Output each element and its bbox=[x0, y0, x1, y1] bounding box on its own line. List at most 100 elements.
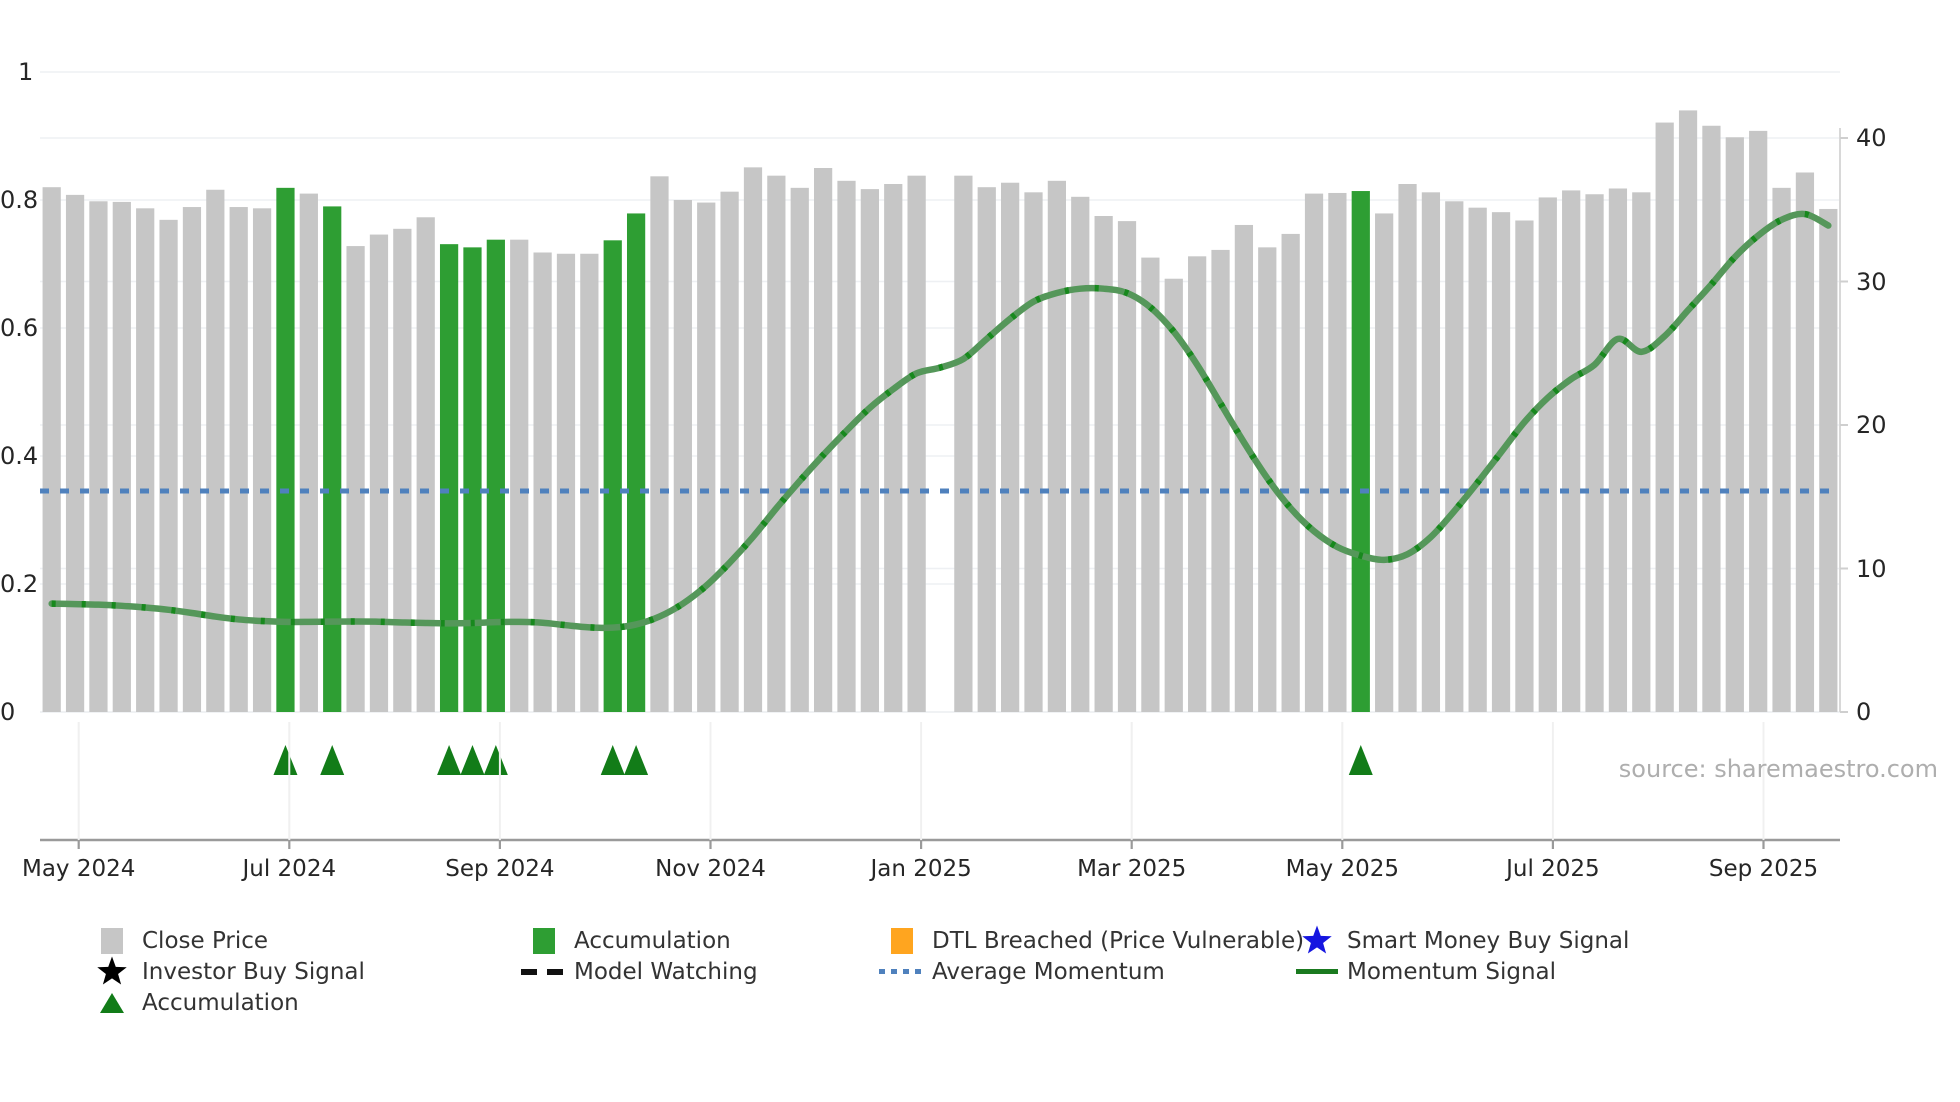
accumulation-bar bbox=[463, 247, 482, 713]
close-price-bar bbox=[1678, 110, 1698, 712]
close-price-bar bbox=[1608, 188, 1628, 713]
close-price-bar bbox=[650, 176, 669, 712]
right-axis-tick-label: 0 bbox=[1856, 698, 1872, 726]
legend-average-momentum[interactable]: Average Momentum bbox=[876, 956, 1165, 987]
dotted-line-icon bbox=[876, 956, 928, 987]
close-price-bar bbox=[1445, 201, 1464, 712]
legend-dtl-breached[interactable]: DTL Breached (Price Vulnerable) bbox=[876, 925, 1304, 956]
close-price-bar bbox=[1585, 194, 1604, 712]
legend-close-price[interactable]: Close Price bbox=[86, 925, 268, 956]
close-price-bar bbox=[1375, 213, 1394, 712]
triangle-up-icon bbox=[86, 987, 138, 1018]
close-price-bar bbox=[229, 207, 248, 713]
legend-row: Close Price Accumulation DTL Breached (Pri… bbox=[86, 925, 1936, 956]
legend-momentum-signal[interactable]: Momentum Signal bbox=[1291, 956, 1556, 987]
square-swatch-icon bbox=[891, 927, 913, 954]
close-price-bar bbox=[1632, 192, 1651, 712]
legend-row: Investor Buy Signal Model Watching Average… bbox=[86, 956, 1936, 987]
left-axis-tick-label: 0.2 bbox=[0, 570, 39, 598]
close-price-bar bbox=[89, 201, 108, 712]
close-price-bar bbox=[1749, 130, 1768, 712]
momentum-signal-base bbox=[52, 214, 1829, 628]
right-axis-tick-label: 30 bbox=[1856, 267, 1887, 296]
close-price-bar bbox=[346, 246, 365, 712]
legend-accumulation-marker-label: Accumulation bbox=[142, 989, 299, 1016]
chart-plot-area bbox=[40, 72, 1840, 712]
legend-smart-money-buy-signal[interactable]: Smart Money Buy Signal bbox=[1291, 925, 1629, 956]
x-axis-tick-label: Mar 2025 bbox=[1077, 856, 1187, 882]
close-price-bar bbox=[510, 239, 529, 712]
accumulation-triangle-marker bbox=[320, 745, 345, 775]
close-price-bar bbox=[65, 194, 85, 712]
close-price-bar bbox=[907, 175, 926, 712]
accumulation-triangle-markers bbox=[273, 745, 1373, 775]
close-price-bar bbox=[1702, 125, 1721, 712]
close-price-bar bbox=[1164, 278, 1183, 712]
momentum-signal-dashes bbox=[52, 214, 1829, 628]
close-price-bar bbox=[1491, 212, 1511, 712]
dashed-line-icon bbox=[521, 968, 567, 975]
close-price-bar bbox=[1538, 197, 1557, 712]
close-price-bar bbox=[1725, 137, 1744, 712]
accumulation-bar bbox=[323, 206, 342, 712]
close-price-bars bbox=[42, 110, 1838, 713]
legend-accumulation-bar[interactable]: Accumulation bbox=[518, 925, 731, 956]
solid-line-icon bbox=[1291, 956, 1343, 987]
close-price-bar bbox=[556, 253, 576, 712]
close-price-bar bbox=[977, 187, 996, 712]
close-price-bar bbox=[1515, 220, 1534, 713]
right-axis-spine bbox=[1839, 128, 1848, 713]
legend-accumulation-bar-label: Accumulation bbox=[574, 927, 731, 954]
legend-dtl-breached-label: DTL Breached (Price Vulnerable) bbox=[932, 927, 1305, 954]
accumulation-bar bbox=[276, 187, 295, 713]
right-axis-tick-label: 40 bbox=[1856, 124, 1887, 152]
close-price-bar bbox=[533, 252, 552, 713]
close-price-bar bbox=[790, 187, 809, 713]
close-price-bar bbox=[206, 189, 225, 712]
close-price-bar bbox=[1772, 187, 1791, 713]
star-icon bbox=[1302, 925, 1332, 954]
close-price-bar bbox=[1655, 122, 1674, 712]
accumulation-bar bbox=[1351, 191, 1370, 712]
left-axis-tick-label: 0 bbox=[0, 698, 16, 726]
close-price-bar bbox=[1117, 221, 1137, 712]
x-axis-tick-label: Jan 2025 bbox=[870, 856, 972, 882]
close-price-bar bbox=[299, 193, 318, 713]
legend-momentum-signal-label: Momentum Signal bbox=[1347, 958, 1557, 985]
triangle-up-icon bbox=[100, 992, 124, 1013]
close-price-bar bbox=[1468, 207, 1487, 712]
close-price-bar bbox=[159, 219, 178, 712]
close-price-bar bbox=[1094, 216, 1113, 712]
accumulation-triangle-marker bbox=[273, 745, 298, 775]
close-price-bar bbox=[837, 180, 856, 713]
x-axis-tick-label: May 2025 bbox=[1285, 856, 1399, 882]
accumulation-triangle-marker bbox=[437, 745, 462, 775]
close-price-bar bbox=[1819, 208, 1838, 712]
close-price-bar bbox=[720, 191, 739, 712]
close-price-bar bbox=[1141, 257, 1160, 712]
legend-investor-buy-signal[interactable]: Investor Buy Signal bbox=[86, 956, 365, 987]
accumulation-triangle-marker bbox=[460, 745, 485, 775]
close-price-bar bbox=[1281, 233, 1300, 713]
accumulation-bar bbox=[439, 244, 459, 712]
accumulation-triangle-marker bbox=[600, 745, 625, 775]
legend-model-watching[interactable]: Model Watching bbox=[518, 956, 758, 987]
legend-model-watching-label: Model Watching bbox=[574, 958, 758, 985]
accumulation-triangle-marker bbox=[624, 745, 649, 775]
close-price-bar bbox=[673, 200, 692, 712]
legend-smart-money-buy-signal-label: Smart Money Buy Signal bbox=[1347, 927, 1630, 954]
source-attribution: source: sharemaestro.com bbox=[1618, 755, 1938, 783]
accumulation-bar bbox=[626, 213, 646, 712]
x-axis-tick-label: May 2024 bbox=[21, 856, 136, 882]
square-swatch-icon bbox=[533, 927, 555, 954]
legend-accumulation-marker[interactable]: Accumulation bbox=[86, 987, 299, 1018]
close-price-bar bbox=[1047, 180, 1066, 713]
momentum-signal-line bbox=[52, 214, 1829, 628]
star-icon bbox=[97, 956, 127, 985]
close-price-bar bbox=[112, 201, 131, 713]
star-icon bbox=[1291, 925, 1343, 956]
close-price-bar bbox=[1398, 184, 1417, 712]
close-price-bar bbox=[954, 175, 973, 712]
close-price-bar bbox=[1562, 190, 1581, 712]
